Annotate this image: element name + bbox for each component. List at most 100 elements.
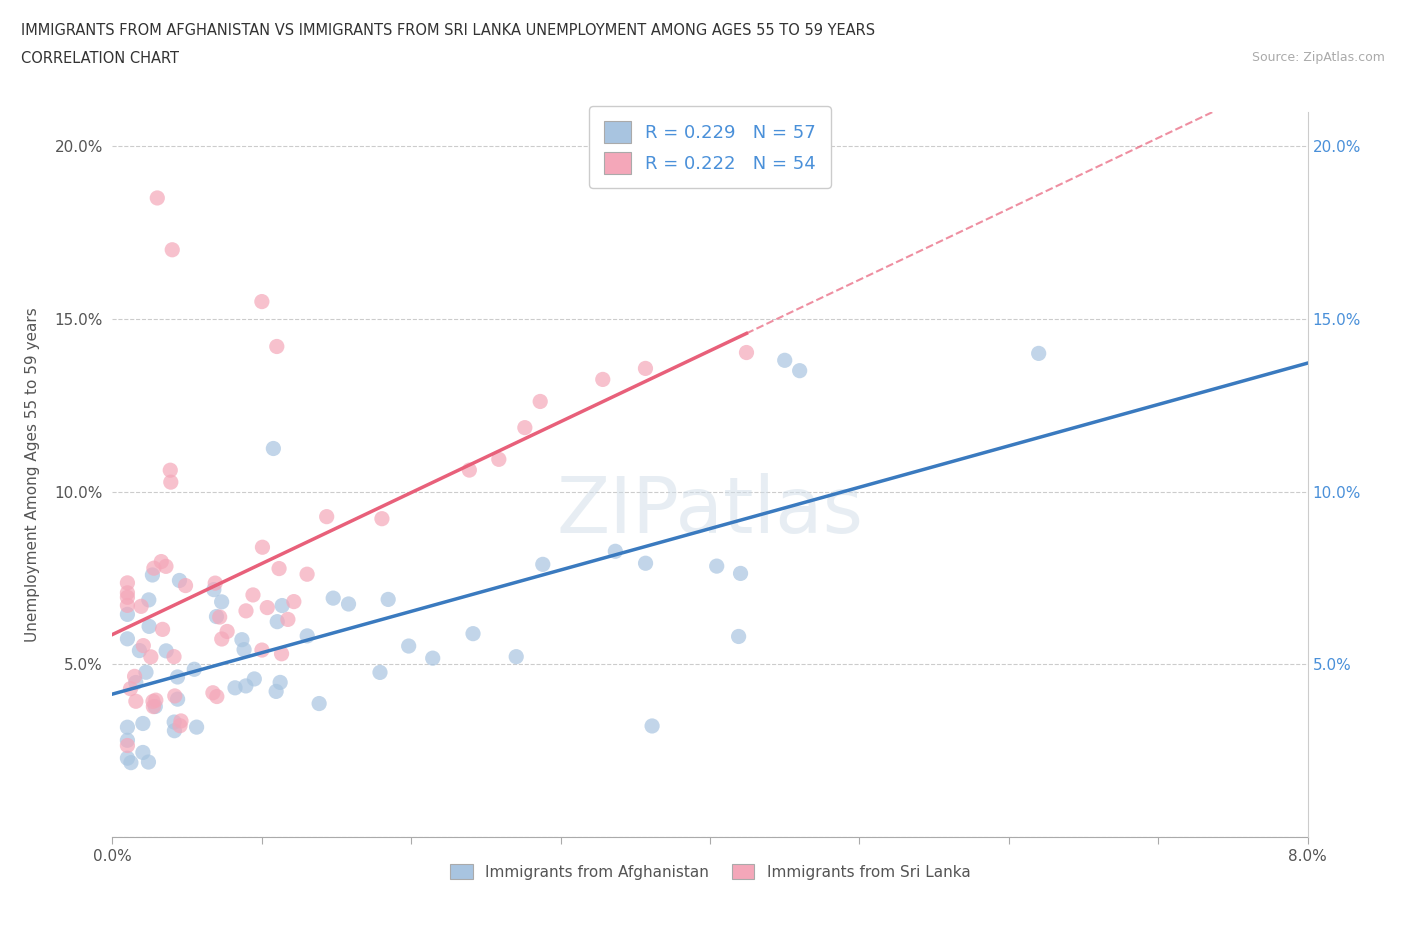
Text: Source: ZipAtlas.com: Source: ZipAtlas.com bbox=[1251, 51, 1385, 64]
Point bbox=[202, 582, 225, 597]
Point bbox=[266, 614, 288, 629]
Point bbox=[337, 596, 360, 611]
Point bbox=[141, 567, 163, 582]
Point bbox=[1028, 346, 1050, 361]
Point bbox=[271, 598, 294, 613]
Point bbox=[231, 632, 253, 647]
Point bbox=[235, 604, 257, 618]
Point bbox=[138, 592, 160, 607]
Point bbox=[250, 643, 273, 658]
Point bbox=[488, 452, 510, 467]
Point bbox=[159, 474, 181, 489]
Point bbox=[634, 556, 657, 571]
Point bbox=[505, 649, 527, 664]
Point bbox=[243, 671, 266, 686]
Point bbox=[117, 738, 139, 753]
Point bbox=[146, 191, 169, 206]
Point bbox=[120, 682, 142, 697]
Point bbox=[204, 576, 226, 591]
Point bbox=[634, 361, 657, 376]
Point bbox=[152, 622, 174, 637]
Point bbox=[252, 539, 274, 554]
Point bbox=[242, 588, 264, 603]
Point bbox=[368, 665, 391, 680]
Point bbox=[217, 624, 239, 639]
Point bbox=[142, 561, 165, 576]
Point bbox=[250, 294, 273, 309]
Point bbox=[235, 679, 257, 694]
Point bbox=[170, 713, 193, 728]
Point bbox=[269, 675, 291, 690]
Point bbox=[155, 644, 177, 658]
Point bbox=[125, 694, 148, 709]
Point bbox=[117, 751, 139, 765]
Text: IMMIGRANTS FROM AFGHANISTAN VS IMMIGRANTS FROM SRI LANKA UNEMPLOYMENT AMONG AGES: IMMIGRANTS FROM AFGHANISTAN VS IMMIGRANT… bbox=[21, 23, 875, 38]
Point bbox=[513, 420, 536, 435]
Point bbox=[735, 345, 758, 360]
Point bbox=[186, 720, 208, 735]
Point bbox=[773, 352, 796, 367]
Point bbox=[262, 441, 284, 456]
Point bbox=[143, 699, 166, 714]
Point bbox=[531, 557, 554, 572]
Point bbox=[117, 590, 139, 604]
Point bbox=[277, 612, 299, 627]
Point bbox=[117, 720, 139, 735]
Point bbox=[706, 559, 728, 574]
Point bbox=[295, 566, 318, 581]
Point bbox=[169, 718, 191, 733]
Point bbox=[145, 693, 167, 708]
Point bbox=[117, 607, 139, 622]
Text: CORRELATION CHART: CORRELATION CHART bbox=[21, 51, 179, 66]
Point bbox=[129, 599, 152, 614]
Point bbox=[132, 745, 155, 760]
Point bbox=[150, 554, 173, 569]
Point bbox=[211, 631, 233, 646]
Point bbox=[142, 694, 165, 709]
Point bbox=[183, 662, 205, 677]
Point bbox=[529, 394, 551, 409]
Point bbox=[166, 670, 188, 684]
Point bbox=[163, 714, 186, 729]
Point bbox=[132, 716, 155, 731]
Point bbox=[205, 689, 228, 704]
Point bbox=[377, 592, 399, 607]
Legend: Immigrants from Afghanistan, Immigrants from Sri Lanka: Immigrants from Afghanistan, Immigrants … bbox=[441, 857, 979, 887]
Point bbox=[117, 585, 139, 600]
Point bbox=[267, 561, 290, 576]
Point bbox=[256, 600, 278, 615]
Point bbox=[125, 675, 148, 690]
Point bbox=[155, 559, 177, 574]
Point bbox=[789, 364, 811, 379]
Point bbox=[730, 566, 752, 581]
Point bbox=[117, 598, 139, 613]
Point bbox=[159, 463, 181, 478]
Point bbox=[163, 649, 186, 664]
Point bbox=[605, 544, 627, 559]
Point bbox=[727, 629, 749, 644]
Point bbox=[295, 629, 318, 644]
Point bbox=[139, 649, 162, 664]
Point bbox=[205, 609, 228, 624]
Point bbox=[169, 573, 191, 588]
Point bbox=[117, 576, 139, 591]
Point bbox=[592, 372, 614, 387]
Point bbox=[422, 651, 444, 666]
Point bbox=[142, 699, 165, 714]
Point bbox=[174, 578, 197, 593]
Point bbox=[264, 684, 287, 698]
Point bbox=[163, 688, 186, 703]
Point bbox=[135, 665, 157, 680]
Point bbox=[308, 696, 330, 711]
Point bbox=[315, 510, 337, 525]
Point bbox=[458, 462, 481, 477]
Point bbox=[163, 724, 186, 738]
Point bbox=[283, 594, 305, 609]
Point bbox=[641, 719, 664, 734]
Point bbox=[117, 733, 139, 748]
Point bbox=[162, 243, 183, 258]
Point bbox=[120, 755, 142, 770]
Point bbox=[117, 631, 139, 646]
Point bbox=[266, 339, 288, 354]
Point bbox=[233, 643, 256, 658]
